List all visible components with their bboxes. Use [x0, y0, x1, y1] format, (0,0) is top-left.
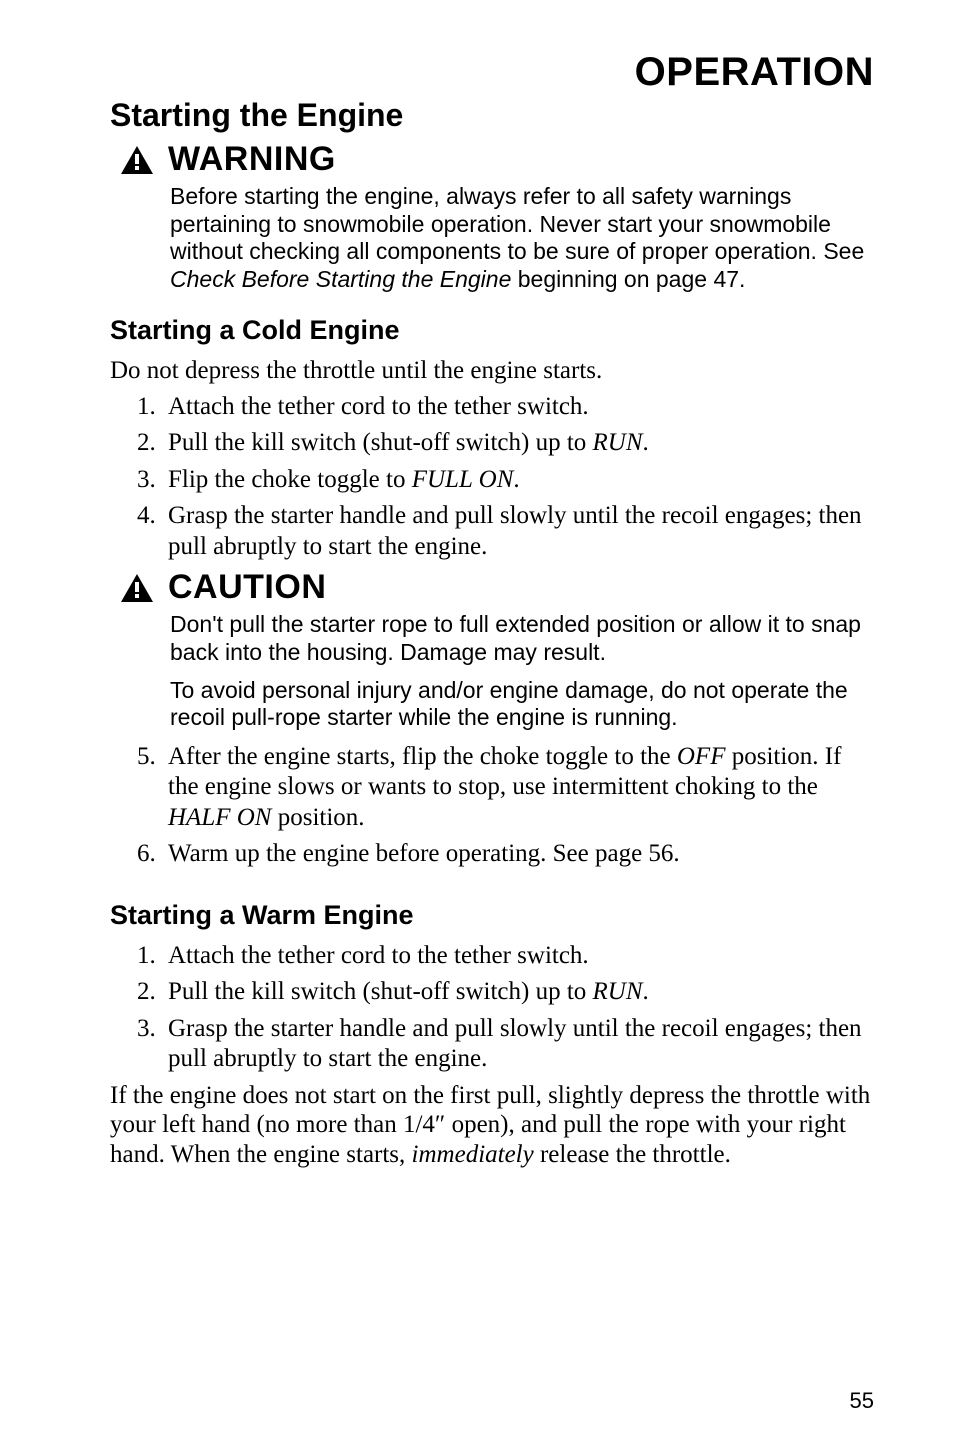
page-number: 55 [850, 1388, 874, 1414]
list-text-ital: RUN [593, 429, 643, 456]
caution-text-1: Don't pull the starter rope to full exte… [170, 611, 874, 666]
list-text: After the engine starts, flip the choke … [168, 743, 677, 770]
warning-text-ital: Check Before Starting the Engine [170, 266, 511, 292]
list-text: Attach the tether cord to the tether swi… [168, 393, 589, 420]
list-text: position. [271, 804, 364, 831]
cold-engine-title: Starting a Cold Engine [110, 315, 874, 346]
list-text: Grasp the starter handle and pull slowly… [168, 1015, 862, 1073]
warning-text-part2: beginning on page 47. [511, 266, 745, 292]
caution-text-2: To avoid personal injury and/or engine d… [170, 677, 874, 732]
list-text: Pull the kill switch (shut-off switch) u… [168, 429, 593, 456]
list-item: Grasp the starter handle and pull slowly… [162, 501, 874, 562]
warning-heading: WARNING [120, 140, 874, 179]
warning-text: Before starting the engine, always refer… [170, 183, 874, 293]
warning-label: WARNING [168, 140, 336, 179]
list-item: After the engine starts, flip the choke … [162, 742, 874, 834]
para-text: release the throttle. [534, 1141, 731, 1168]
list-text: Pull the kill switch (shut-off switch) u… [168, 978, 593, 1005]
list-text: Grasp the starter handle and pull slowly… [168, 502, 862, 560]
caution-triangle-icon [120, 573, 154, 603]
section-title: Starting the Engine [110, 97, 874, 134]
list-item: Attach the tether cord to the tether swi… [162, 941, 874, 972]
cold-engine-steps: Attach the tether cord to the tether swi… [110, 392, 874, 563]
warning-triangle-icon [120, 145, 154, 175]
list-item: Grasp the starter handle and pull slowly… [162, 1014, 874, 1075]
page: OPERATION Starting the Engine WARNING Be… [0, 0, 954, 1454]
list-text: Flip the choke toggle to [168, 466, 412, 493]
list-item: Pull the kill switch (shut-off switch) u… [162, 977, 874, 1008]
list-text-ital: HALF ON [168, 804, 271, 831]
list-text-ital: RUN [593, 978, 643, 1005]
warning-text-part1: Before starting the engine, always refer… [170, 183, 864, 264]
list-item: Flip the choke toggle to FULL ON. [162, 465, 874, 496]
page-header: OPERATION [110, 50, 874, 95]
cold-engine-intro: Do not depress the throttle until the en… [110, 356, 874, 386]
list-text: Warm up the engine before operating. See… [168, 840, 680, 867]
cold-engine-steps-cont: After the engine starts, flip the choke … [110, 742, 874, 870]
warm-engine-paragraph: If the engine does not start on the firs… [110, 1081, 874, 1170]
warm-engine-title: Starting a Warm Engine [110, 900, 874, 931]
para-text-ital: immediately [412, 1141, 534, 1168]
list-text: Attach the tether cord to the tether swi… [168, 942, 589, 969]
list-text-ital: OFF [677, 743, 726, 770]
list-text: . [513, 466, 519, 493]
list-text: . [643, 429, 649, 456]
caution-label: CAUTION [168, 568, 326, 607]
list-text-ital: FULL ON [412, 466, 514, 493]
list-item: Warm up the engine before operating. See… [162, 839, 874, 870]
list-text: . [643, 978, 649, 1005]
list-item: Attach the tether cord to the tether swi… [162, 392, 874, 423]
list-item: Pull the kill switch (shut-off switch) u… [162, 428, 874, 459]
caution-heading: CAUTION [120, 568, 874, 607]
warm-engine-steps: Attach the tether cord to the tether swi… [110, 941, 874, 1075]
